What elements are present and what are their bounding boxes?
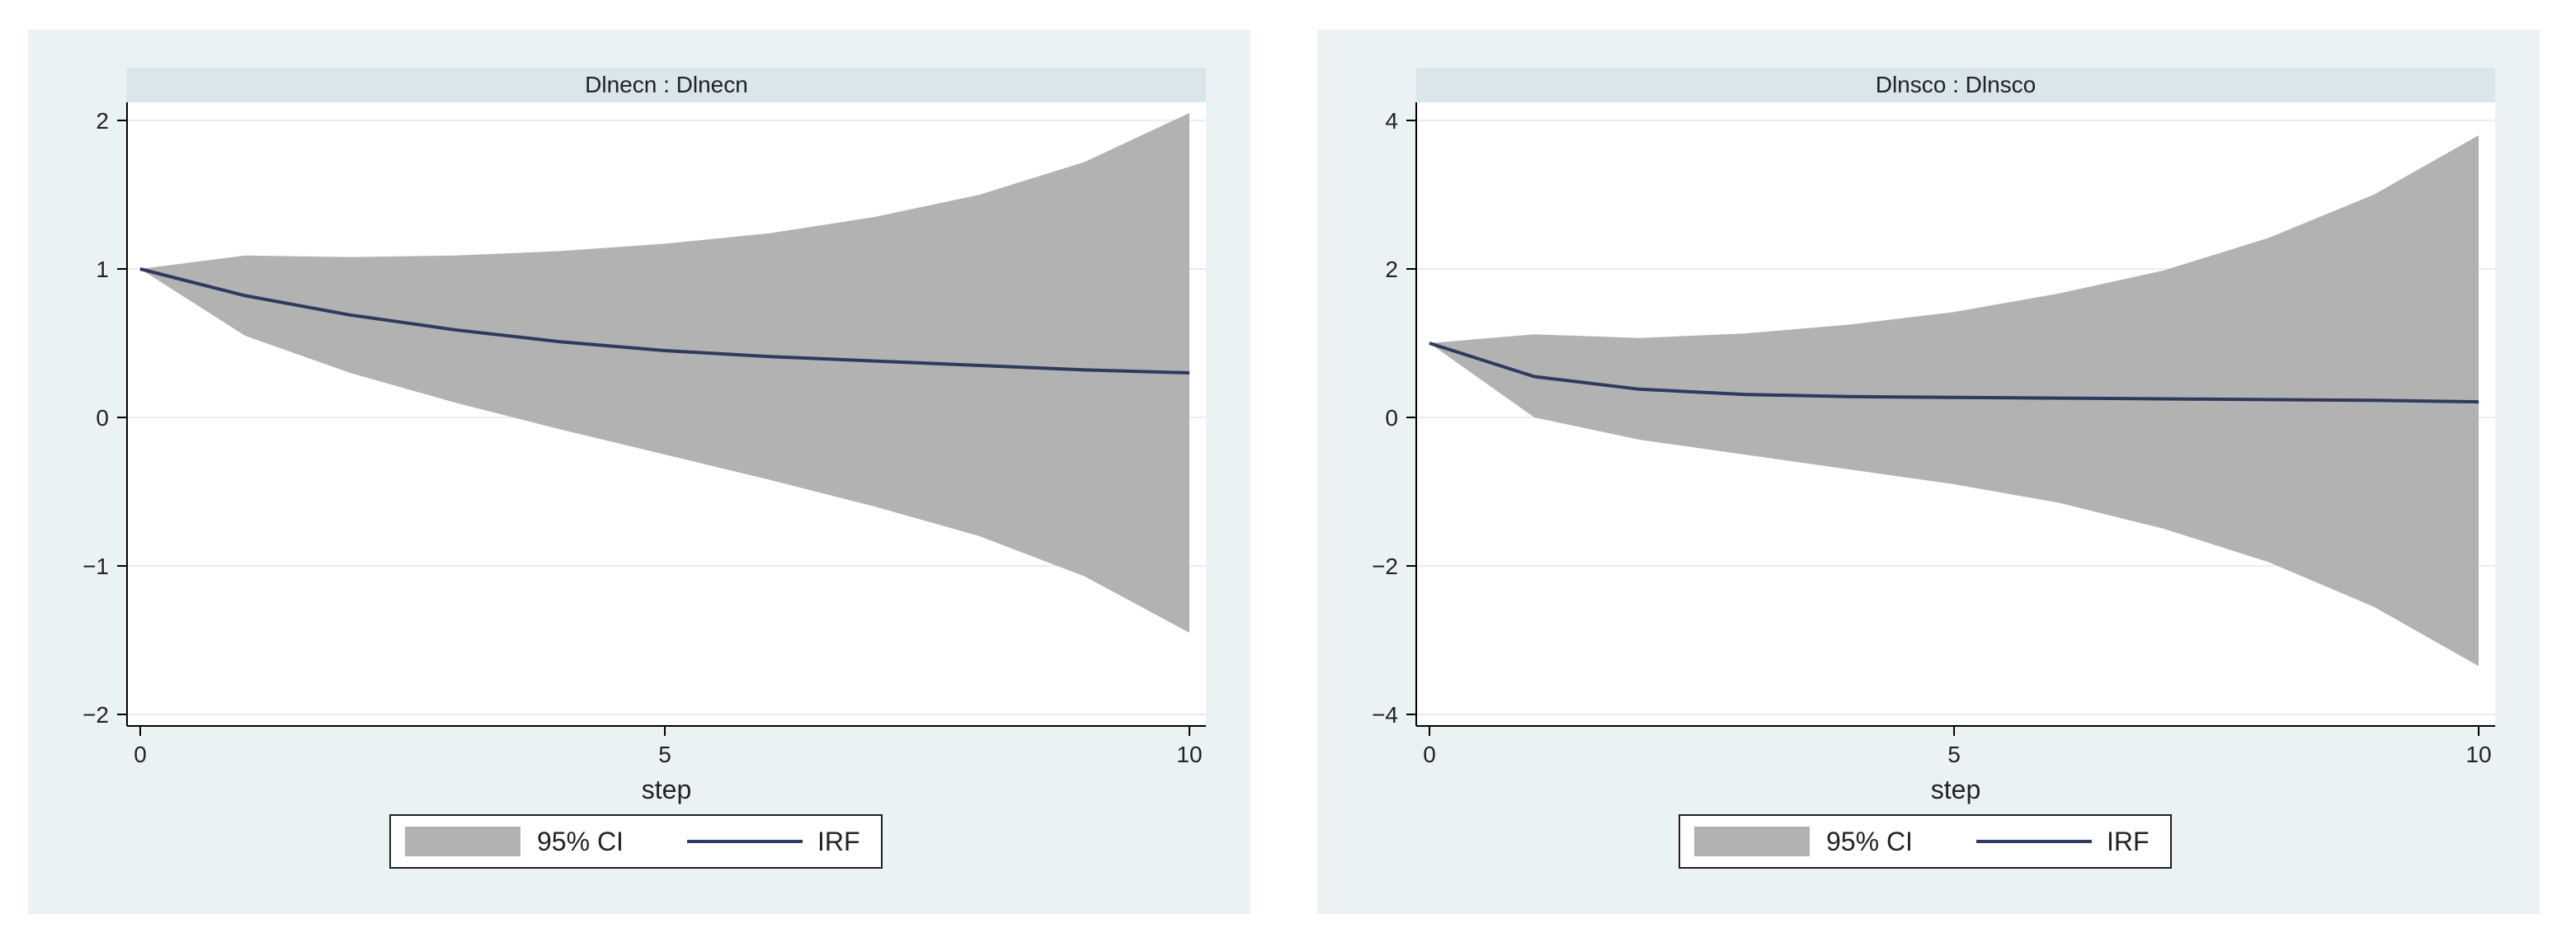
y-tick-label: −2: [1372, 554, 1398, 579]
y-tick-label: 1: [96, 257, 109, 282]
irf-point: [2268, 398, 2270, 400]
title-strip: [1416, 68, 2495, 102]
x-tick-label: 10: [2465, 742, 2491, 767]
irf-point: [1953, 397, 1955, 398]
x-tick-label: 5: [658, 742, 671, 767]
irf-point: [454, 329, 456, 331]
x-tick-label: 0: [1423, 742, 1436, 767]
chart-title: Dlnecn : Dlnecn: [585, 72, 748, 97]
irf-point: [349, 314, 351, 316]
legend-label-irf: IRF: [2107, 827, 2150, 856]
y-tick-label: 2: [96, 108, 109, 134]
x-axis-title: step: [642, 775, 691, 804]
x-tick-label: 0: [134, 742, 147, 767]
irf-point: [2373, 399, 2375, 401]
irf-point: [244, 295, 246, 296]
legend-label-ci: 95% CI: [1826, 827, 1913, 856]
chart-title: Dlnsco : Dlnsco: [1876, 72, 2037, 97]
y-tick-label: 0: [96, 405, 109, 431]
y-tick-label: 2: [1385, 257, 1398, 282]
irf-point: [1533, 376, 1535, 377]
y-tick-label: −1: [82, 554, 109, 579]
chart-panel-right: Dlnsco : Dlnsco 4 2 0 −2 −4 0 5 10 step 95% CI IRF: [1289, 0, 2576, 952]
legend-label-irf: IRF: [817, 827, 860, 856]
irf-point: [979, 365, 981, 366]
legend-swatch-ci: [1694, 827, 1810, 856]
irf-point: [1189, 372, 1190, 374]
legend-label-ci: 95% CI: [537, 827, 624, 856]
ci-band: [1429, 135, 2479, 667]
title-strip: [127, 68, 1206, 102]
irf-point: [1744, 394, 1745, 395]
irf-chart-dlnsco: Dlnsco : Dlnsco 4 2 0 −2 −4 0 5 10 step 95% CI IRF: [1317, 30, 2540, 914]
irf-point: [139, 268, 141, 270]
irf-point: [1848, 396, 1850, 398]
y-tick-label: 4: [1385, 108, 1398, 134]
y-tick-label: 0: [1385, 405, 1398, 431]
y-tick-label: −2: [82, 702, 109, 728]
x-axis-title: step: [1931, 775, 1980, 804]
legend-swatch-ci: [405, 827, 520, 856]
chart-panel-left: Dlnecn : Dlnecn 2 1 0 −1 −2 0 5 10 step 95% CI IRF: [0, 0, 1287, 952]
ci-band: [140, 113, 1189, 633]
y-tick-label: −4: [1372, 702, 1398, 728]
x-tick-label: 10: [1176, 742, 1202, 767]
x-tick-label: 5: [1947, 742, 1961, 767]
irf-point: [1429, 342, 1430, 344]
